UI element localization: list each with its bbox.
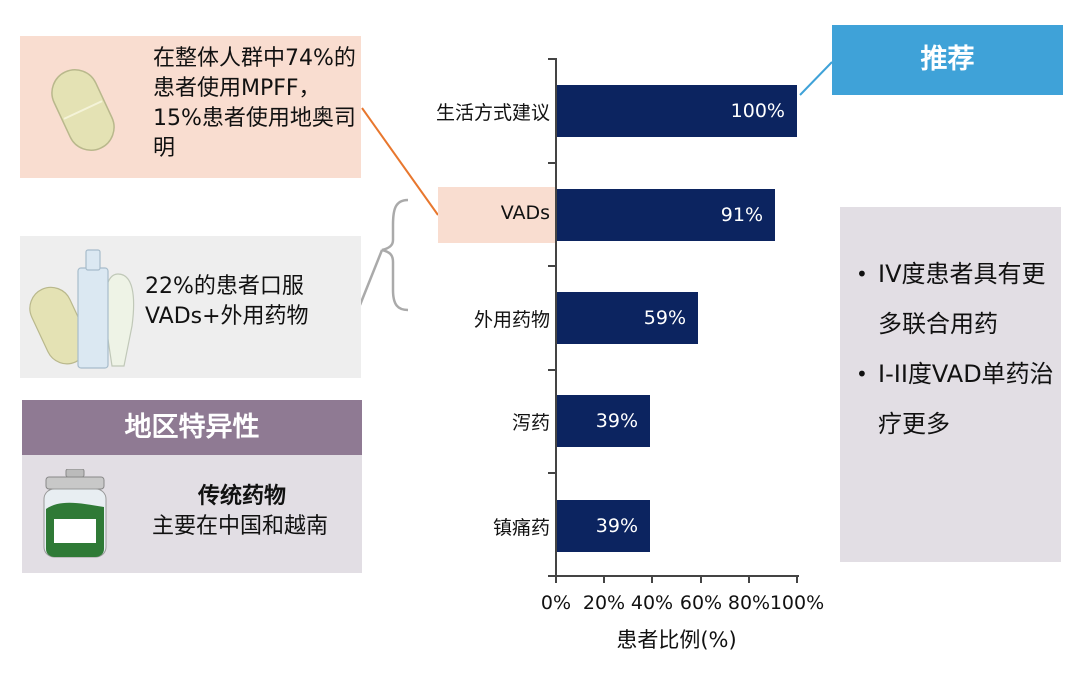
x-tick-label: 100% xyxy=(769,592,825,614)
traditional-medicine-text: 主要在中国和越南 xyxy=(151,514,328,539)
herbal-jar-icon xyxy=(43,469,107,558)
notes-box: • IV度患者具有更多联合用药 • I-II度VAD单药治疗更多 xyxy=(840,207,1061,562)
region-specific-header: 地区特异性 xyxy=(22,400,362,455)
x-tick xyxy=(748,575,750,583)
pill-icon xyxy=(51,69,115,151)
mpff-info-box: 在整体人群中74%的患者使用MPFF，15%患者使用地奥司明 xyxy=(20,36,361,178)
combination-info-box: 22%的患者口服VADs+外用药物 xyxy=(20,236,361,378)
x-tick xyxy=(555,575,557,583)
recommend-label: 推荐 xyxy=(832,25,1063,95)
category-label: 外用药物 xyxy=(473,309,550,331)
bar-value-label: 100% xyxy=(730,100,785,122)
x-tick-label: 80% xyxy=(727,592,771,614)
bar-analgesic: 39% xyxy=(557,500,650,552)
x-tick xyxy=(603,575,605,583)
x-tick-label: 40% xyxy=(630,592,674,614)
y-tick xyxy=(548,369,556,371)
bar-value-label: 39% xyxy=(595,410,638,432)
bullet-icon: • xyxy=(856,262,868,286)
brace-pointer xyxy=(358,249,384,306)
y-tick xyxy=(548,58,556,60)
tablet-tube-suppository-icon xyxy=(29,249,135,369)
y-tick xyxy=(548,162,556,164)
traditional-medicine-box: 传统药物 主要在中国和越南 xyxy=(22,455,362,573)
blue-connector xyxy=(799,61,833,96)
y-axis xyxy=(555,58,557,576)
mpff-info-text: 在整体人群中74%的患者使用MPFF，15%患者使用地奥司明 xyxy=(153,46,356,161)
note-item: • IV度患者具有更多联合用药 xyxy=(854,249,1054,349)
bar-value-label: 91% xyxy=(720,204,763,226)
bar-topical: 59% xyxy=(557,292,698,344)
bullet-icon: • xyxy=(856,362,868,386)
note-item: • I-II度VAD单药治疗更多 xyxy=(854,349,1054,449)
bar-vads: 91% xyxy=(557,189,775,241)
bar-lifestyle: 100% xyxy=(557,85,797,137)
category-label: 镇痛药 xyxy=(492,517,550,539)
orange-connector xyxy=(361,107,439,216)
x-tick-label: 20% xyxy=(582,592,626,614)
x-axis-title: 患者比例(%) xyxy=(616,628,737,652)
bar-value-label: 59% xyxy=(643,307,686,329)
y-tick xyxy=(548,265,556,267)
bar-laxative: 39% xyxy=(557,395,650,447)
x-axis xyxy=(548,575,799,577)
category-label: 泻药 xyxy=(511,412,550,434)
brace-icon xyxy=(381,198,409,312)
notes-list: • IV度患者具有更多联合用药 • I-II度VAD单药治疗更多 xyxy=(854,249,1054,449)
category-label: 生活方式建议 xyxy=(435,102,550,124)
y-tick xyxy=(548,472,556,474)
traditional-medicine-title: 传统药物 xyxy=(197,484,286,509)
vads-highlight xyxy=(438,187,556,243)
x-tick xyxy=(796,575,798,583)
bar-value-label: 39% xyxy=(595,515,638,537)
x-tick-label: 0% xyxy=(540,592,572,614)
x-tick-label: 60% xyxy=(679,592,723,614)
x-tick xyxy=(651,575,653,583)
x-tick xyxy=(700,575,702,583)
category-label: VADs xyxy=(500,202,550,224)
combination-info-text: 22%的患者口服VADs+外用药物 xyxy=(145,274,309,329)
